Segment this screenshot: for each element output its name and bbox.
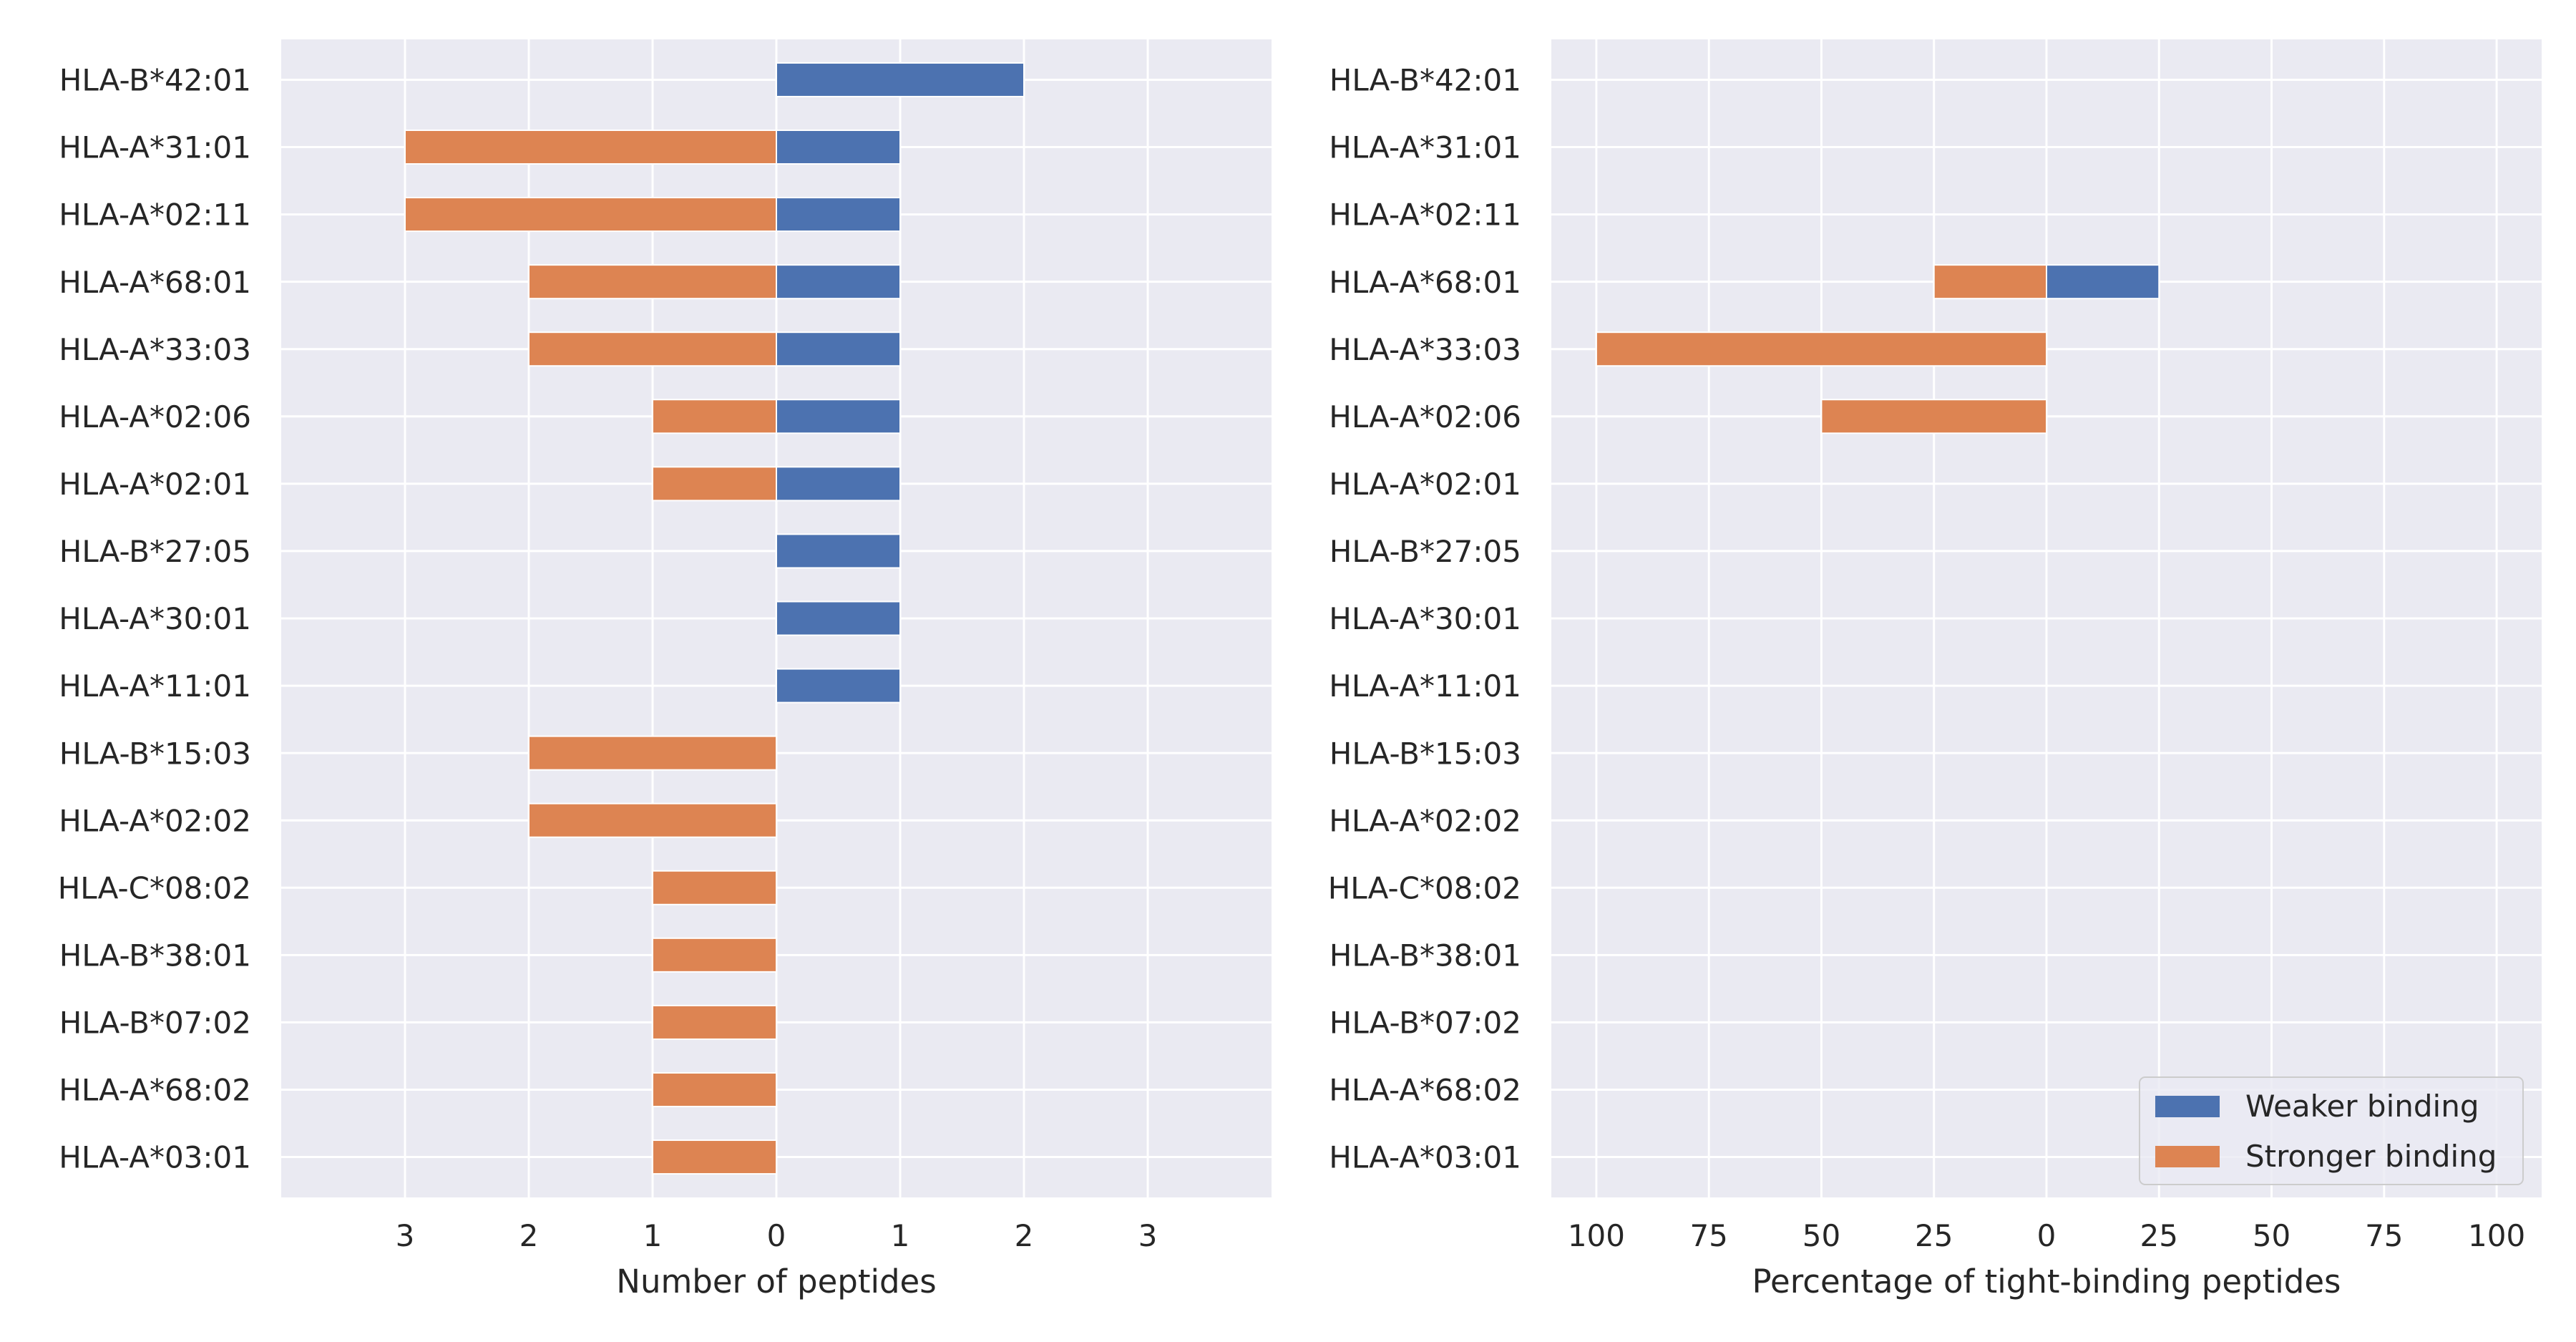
y-tick-label: HLA-B*15:03	[59, 736, 251, 771]
x-tick-label: 25	[2140, 1218, 2178, 1253]
y-tick-label: HLA-A*11:01	[59, 668, 251, 704]
x-tick-label: 25	[1915, 1218, 1953, 1253]
bar-stronger-binding	[652, 1071, 777, 1108]
bar-weaker-binding	[776, 264, 901, 300]
bar-stronger-binding	[1820, 399, 2048, 434]
x-tick-label: 0	[2037, 1218, 2057, 1253]
y-tick-label: HLA-B*27:05	[59, 534, 251, 569]
legend-label: Weaker binding	[2245, 1089, 2479, 1124]
y-tick-label: HLA-C*08:02	[58, 870, 251, 905]
y-tick-label: HLA-A*02:01	[59, 467, 251, 502]
x-tick-label: 50	[2253, 1218, 2290, 1253]
legend-box	[2139, 1076, 2524, 1185]
y-tick-label: HLA-A*33:03	[59, 332, 251, 367]
x-axis-label: Number of peptides	[616, 1263, 936, 1300]
legend-label: Stronger binding	[2245, 1139, 2497, 1174]
bar-weaker-binding	[2046, 264, 2160, 300]
x-axis-label: Percentage of tight-binding peptides	[1752, 1263, 2341, 1300]
x-tick-label: 0	[767, 1218, 786, 1253]
legend: Weaker binding Stronger binding	[2139, 1076, 2524, 1185]
bar-weaker-binding	[776, 466, 901, 502]
bar-stronger-binding	[528, 331, 777, 367]
bar-weaker-binding	[776, 197, 901, 233]
bar-stronger-binding	[528, 264, 777, 300]
y-tick-label: HLA-B*07:02	[59, 1006, 251, 1041]
bar-stronger-binding	[528, 802, 777, 838]
y-tick-label: HLA-C*08:02	[1328, 870, 1521, 905]
x-tick-label: 1	[891, 1218, 910, 1253]
y-tick-label: HLA-B*15:03	[1330, 736, 1521, 771]
y-tick-label: HLA-A*68:01	[59, 265, 251, 300]
y-tick-label: HLA-A*11:01	[1329, 668, 1521, 704]
left-chart-panel: HLA-B*42:01 HLA-A*31:01 HLA-A*02:11 HLA-A*6…	[58, 39, 1272, 1300]
y-tick-label: HLA-A*31:01	[59, 130, 251, 165]
y-tick-label: HLA-A*68:02	[59, 1073, 251, 1108]
y-tick-label: HLA-B*38:01	[1330, 938, 1521, 973]
bar-stronger-binding	[1595, 331, 2048, 367]
bar-weaker-binding	[776, 399, 901, 434]
y-tick-label: HLA-B*07:02	[1330, 1006, 1521, 1041]
bar-stronger-binding	[404, 197, 777, 233]
y-tick-label: HLA-A*02:06	[1329, 399, 1521, 434]
y-tick-label: HLA-A*03:01	[1329, 1140, 1521, 1175]
x-tick-label: 3	[396, 1218, 415, 1253]
y-tick-label: HLA-A*68:02	[1329, 1073, 1521, 1108]
y-tick-label: HLA-A*31:01	[1329, 130, 1521, 165]
y-tick-label: HLA-A*03:01	[59, 1140, 251, 1175]
bar-weaker-binding	[776, 62, 1025, 97]
x-tick-label: 75	[1689, 1218, 1727, 1253]
bar-weaker-binding	[776, 331, 901, 367]
bar-weaker-binding	[776, 533, 901, 569]
x-tick-label: 2	[1015, 1218, 1034, 1253]
y-tick-label: HLA-B*42:01	[1330, 63, 1521, 98]
bar-stronger-binding	[652, 466, 777, 502]
y-tick-label: HLA-A*68:01	[1329, 265, 1521, 300]
y-tick-label: HLA-A*02:01	[1329, 467, 1521, 502]
y-tick-label: HLA-A*30:01	[59, 601, 251, 636]
legend-swatch-stronger-binding	[2155, 1146, 2220, 1167]
legend-swatch-weaker-binding	[2155, 1096, 2220, 1117]
x-tick-label: 1	[643, 1218, 663, 1253]
x-tick-label: 100	[2468, 1218, 2525, 1253]
bar-stronger-binding	[1933, 264, 2048, 300]
y-tick-label: HLA-B*38:01	[59, 938, 251, 973]
bar-stronger-binding	[528, 735, 777, 771]
bar-stronger-binding	[404, 129, 777, 165]
bar-weaker-binding	[776, 129, 901, 165]
bar-weaker-binding	[776, 601, 901, 636]
y-tick-label: HLA-B*42:01	[59, 63, 251, 98]
y-tick-label: HLA-A*02:02	[59, 803, 251, 838]
x-tick-label: 2	[519, 1218, 539, 1253]
right-chart-panel: HLA-B*42:01 HLA-A*31:01 HLA-A*02:11 HLA-A*6…	[1328, 39, 2542, 1300]
y-tick-label: HLA-A*02:02	[1329, 803, 1521, 838]
bar-stronger-binding	[652, 937, 777, 973]
x-tick-label: 50	[1802, 1218, 1840, 1253]
y-tick-label: HLA-A*30:01	[1329, 601, 1521, 636]
y-tick-label: HLA-B*27:05	[1330, 534, 1521, 569]
bar-stronger-binding	[652, 1004, 777, 1040]
bar-weaker-binding	[776, 668, 901, 704]
y-tick-label: HLA-A*02:11	[1329, 198, 1521, 233]
bar-stronger-binding	[652, 870, 777, 905]
x-tick-label: 100	[1568, 1218, 1625, 1253]
y-tick-label: HLA-A*02:06	[59, 399, 251, 434]
bar-stronger-binding	[652, 399, 777, 434]
x-tick-label: 3	[1138, 1218, 1158, 1253]
y-tick-label: HLA-A*02:11	[59, 198, 251, 233]
x-tick-label: 75	[2365, 1218, 2403, 1253]
bar-stronger-binding	[652, 1139, 777, 1175]
y-tick-label: HLA-A*33:03	[1329, 332, 1521, 367]
